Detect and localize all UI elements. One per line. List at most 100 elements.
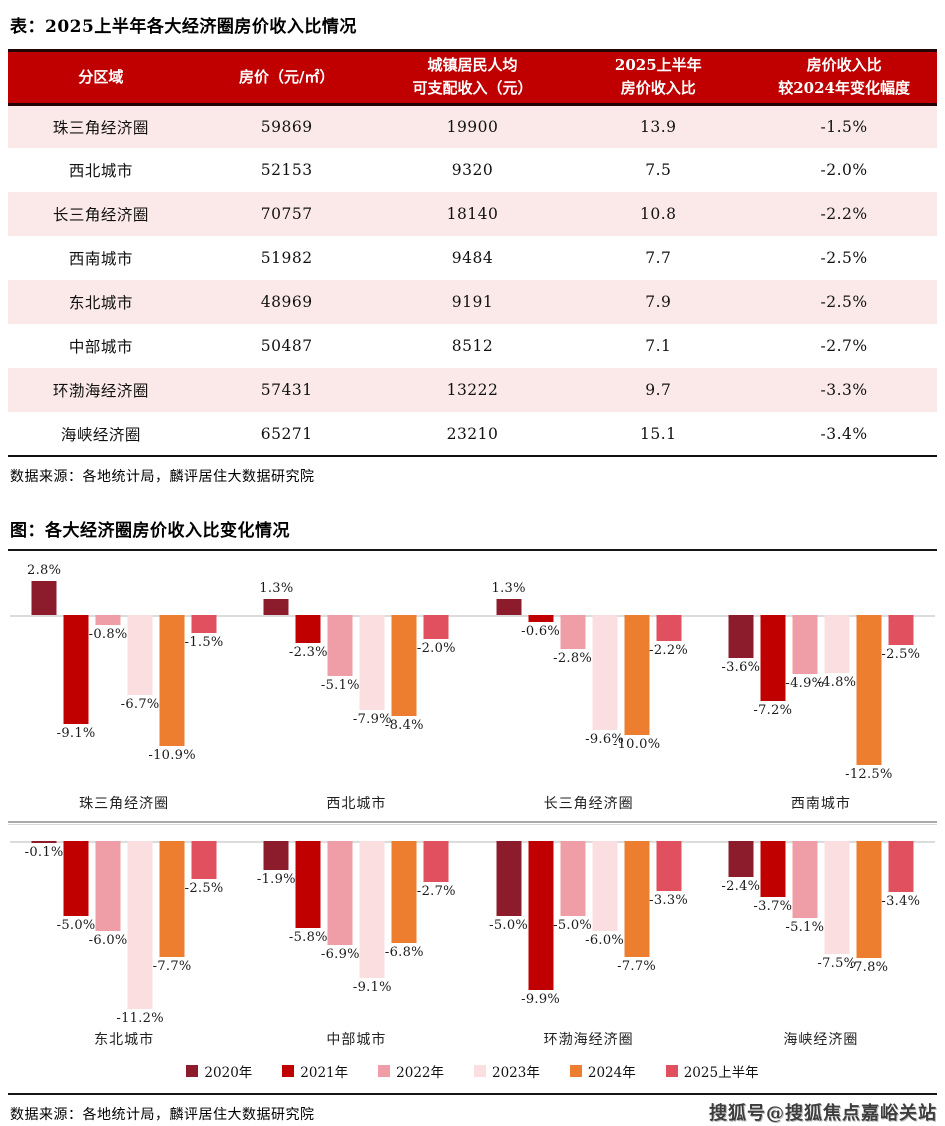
chart-row-top: 2.8% -9.1% -0.8% -6.7% -10.9% -1.5% 珠三角经济圈 1.3%… [8, 553, 937, 815]
bar-2025上半年 [423, 615, 449, 639]
legend-label: 2023年 [492, 1065, 540, 1081]
table-cell: 51982 [260, 249, 313, 267]
legend-swatch [569, 1065, 582, 1077]
bar-field: 1.3% -2.3% -5.1% -7.9% -8.4% -2.0% [259, 553, 455, 793]
legend-swatch [474, 1065, 486, 1077]
bar-value-label: -2.0% [416, 641, 456, 656]
group-label: 西南城市 [790, 796, 851, 812]
bar-value-label: -3.3% [649, 892, 689, 908]
table-row: 西南城市 51982 9484 7.7 -2.5% [8, 236, 937, 280]
bar-value-label: -6.9% [320, 946, 360, 962]
group-label: 珠三角经济圈 [79, 796, 170, 812]
bar-2021年 [528, 841, 554, 990]
table-cell: 西北城市 [68, 162, 133, 180]
bar-2023年 [359, 615, 385, 710]
bar-value-label: 1.3% [491, 581, 526, 597]
group-label: 中部城市 [326, 1032, 387, 1048]
group-label: 海峡经济圈 [783, 1032, 859, 1048]
bar-2021年 [63, 841, 89, 916]
bar-value-label: -0.8% [88, 626, 128, 642]
bar-2022年 [95, 841, 121, 931]
bar-value-label: -6.0% [88, 933, 128, 948]
table-cell: 65271 [260, 424, 313, 443]
bar-group: 2.8% -9.1% -0.8% -6.7% -10.9% -1.5% 珠三角经济圈 [8, 553, 240, 815]
bar-value-label: -9.6% [585, 732, 625, 748]
watermark: 搜狐号@搜狐焦点嘉峪关站 [709, 1103, 937, 1124]
report-page: 表：2025上半年各大经济圈房价收入比情况 分区域 房价（元/㎡） 城镇居民人均 可支… [8, 6, 937, 1126]
legend-label: 2021年 [300, 1065, 349, 1081]
bar-2022年 [327, 841, 353, 945]
table-cell: 长三角经济圈 [52, 206, 149, 224]
bar-2022年 [792, 841, 818, 918]
table-cell: 9191 [451, 293, 494, 311]
legend-item: 2021年 [282, 1061, 348, 1081]
zero-axis-line [10, 615, 935, 617]
bar-value-label: -12.5% [845, 767, 893, 782]
group-label: 西北城市 [326, 796, 387, 812]
bar-2024年 [624, 841, 650, 957]
bar-2024年 [391, 615, 417, 716]
bar-2025上半年 [656, 615, 682, 642]
bar-field: 2.8% -9.1% -0.8% -6.7% -10.9% -1.5% [27, 553, 223, 793]
bar-value-label: -0.6% [521, 624, 561, 640]
table-cell: 中部城市 [68, 338, 133, 356]
plot-area: 1.3% -2.3% -5.1% -7.9% -8.4% -2.0% [240, 553, 472, 793]
table-cell: 环渤海经济圈 [52, 382, 149, 400]
bar-value-label: -1.5% [184, 635, 224, 650]
bar-2020年 [496, 841, 522, 916]
bar-group: 1.3% -2.3% -5.1% -7.9% -8.4% -2.0% 西北城市 [240, 553, 472, 815]
bar-field: -0.1% -5.0% -6.0% -11.2% -7.7% -2.5% [25, 829, 223, 1029]
legend-swatch [665, 1065, 678, 1077]
plot-area: -3.6% -7.2% -4.9% -4.8% -12.5% -2.5% [705, 553, 937, 793]
price-income-table: 分区域 房价（元/㎡） 城镇居民人均 可支配收入（元） 2025上半年 房价收入比 房价收入… [8, 49, 937, 457]
bar-2020年 [31, 841, 57, 843]
bar-2024年 [391, 841, 417, 943]
chart-row-separator [8, 821, 937, 825]
bar-2025上半年 [423, 841, 449, 882]
bar-value-label: -7.5% [817, 955, 857, 971]
table-cell: 59869 [260, 117, 313, 136]
bar-field: 1.3% -0.6% -2.8% -9.6% -10.0% -2.2% [492, 553, 688, 793]
bar-value-label: 2.8% [27, 563, 62, 579]
table-cell: 9320 [451, 161, 494, 179]
legend-label: 2020年 [204, 1065, 253, 1081]
legend-label: 2022年 [396, 1065, 444, 1081]
bar-2021年 [760, 841, 786, 897]
bar-2020年 [496, 599, 522, 615]
bar-group: -3.6% -7.2% -4.9% -4.8% -12.5% -2.5% 西南城市 [705, 553, 937, 815]
bar-2022年 [792, 615, 818, 674]
table-row: 中部城市 50487 8512 7.1 -2.7% [8, 324, 937, 368]
bar-value-label: -3.6% [721, 660, 761, 676]
bar-value-label: -5.0% [56, 918, 96, 933]
table-cell: -2.5% [820, 293, 868, 311]
table-cell: 东北城市 [68, 294, 133, 312]
bottom-rule [8, 1093, 937, 1095]
bar-2025上半年 [191, 841, 217, 879]
table-cell: 13222 [446, 381, 499, 399]
bar-2020年 [263, 599, 289, 615]
table-cell: 7.9 [645, 293, 672, 311]
bar-value-label: -7.7% [617, 958, 657, 974]
group-label: 东北城市 [94, 1032, 155, 1048]
bar-2020年 [31, 581, 57, 615]
chart-row-bottom: -0.1% -5.0% -6.0% -11.2% -7.7% -2.5% 东北城市 -1.9%… [8, 829, 937, 1051]
bar-value-label: -5.8% [288, 930, 328, 945]
bar-group: -1.9% -5.8% -6.9% -9.1% -6.8% -2.7% 中部城市 [240, 829, 472, 1051]
bar-2022年 [95, 615, 121, 625]
table-cell: -2.2% [820, 205, 868, 223]
bar-2023年 [592, 615, 618, 731]
table-cell: 23210 [446, 424, 499, 443]
plot-area: -1.9% -5.8% -6.9% -9.1% -6.8% -2.7% [240, 829, 472, 1029]
legend-item: 2022年 [378, 1061, 444, 1081]
zero-axis-line [10, 841, 935, 843]
table-cell: 海峡经济圈 [60, 425, 141, 444]
column-header: 2025上半年 房价收入比 [614, 56, 702, 98]
table-row: 长三角经济圈 70757 18140 10.8 -2.2% [8, 192, 937, 236]
plot-area: 2.8% -9.1% -0.8% -6.7% -10.9% -1.5% [8, 553, 240, 793]
bar-2024年 [624, 615, 650, 735]
bar-2023年 [127, 615, 153, 696]
bar-value-label: -3.4% [881, 894, 921, 909]
bar-2022年 [560, 841, 586, 916]
bar-value-label: -2.2% [649, 643, 689, 659]
column-header: 分区域 [78, 67, 124, 86]
